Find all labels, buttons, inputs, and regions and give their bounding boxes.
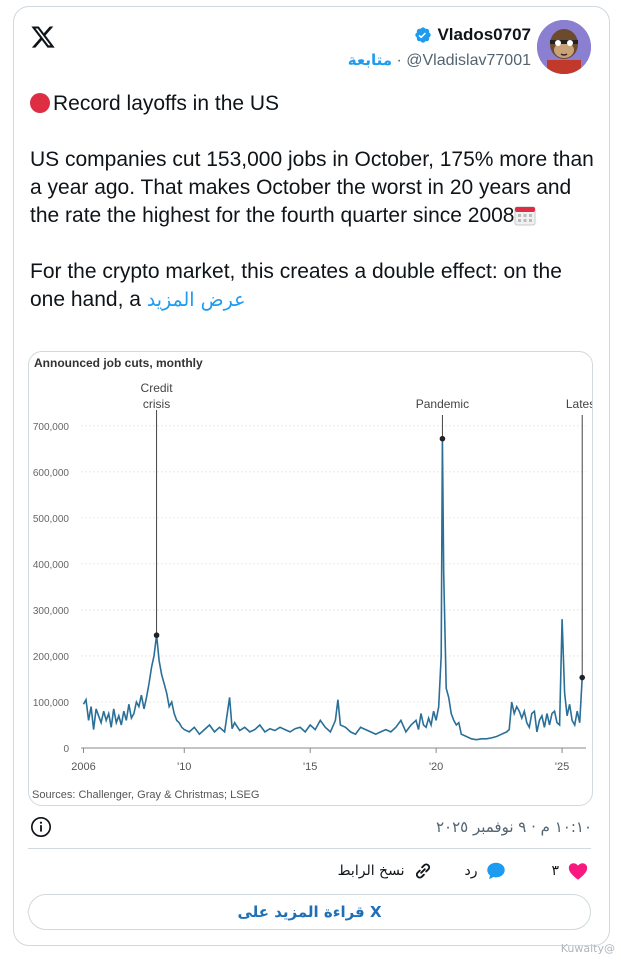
annotation-label: Pandemic	[416, 397, 469, 411]
tweet-paragraph-3-text: For the crypto market, this creates a do…	[30, 260, 562, 311]
x-tick-label: '15	[303, 761, 317, 773]
y-tick-label: 400,000	[33, 560, 70, 571]
y-tick-label: 0	[63, 744, 69, 755]
info-icon[interactable]	[30, 816, 52, 838]
verified-badge-icon	[415, 27, 432, 43]
like-button[interactable]: ٣	[551, 860, 589, 882]
divider	[28, 848, 591, 849]
heart-icon	[568, 863, 588, 880]
author-handle[interactable]: @Vladislav77001	[406, 52, 531, 69]
author-display-name: Vlados0707	[437, 25, 531, 44]
like-count: ٣	[551, 863, 559, 879]
avatar[interactable]	[537, 20, 591, 74]
tweet-text: Record layoffs in the US US companies cu…	[30, 90, 595, 342]
separator: ·	[396, 52, 402, 69]
x-logo-icon[interactable]	[30, 24, 56, 50]
y-tick-label: 700,000	[33, 422, 70, 433]
x-tick-label: '20	[429, 761, 443, 773]
action-bar: ٣ رد نسخ الرابط	[338, 860, 589, 882]
annotation-point	[579, 674, 586, 681]
y-tick-label: 200,000	[33, 652, 70, 663]
read-more-on-x-button[interactable]: قراءة المزيد على X	[28, 894, 591, 930]
tweet-headline: Record layoffs in the US	[53, 92, 280, 115]
author-handle-row: متابعة · @Vladislav77001	[348, 51, 531, 70]
annotation-point	[153, 632, 160, 639]
annotation-label: Credit	[141, 381, 174, 395]
tweet-line-1: Record layoffs in the US	[30, 90, 595, 118]
tweet-meta: ١٠:١٠ م · ٩ نوفمبر ٢٠٢٥	[30, 816, 592, 838]
y-tick-label: 500,000	[33, 514, 70, 525]
copy-link-label: نسخ الرابط	[337, 863, 405, 879]
reply-label: رد	[464, 863, 478, 879]
link-icon	[416, 863, 431, 879]
red-circle-icon	[30, 93, 50, 113]
chart-title: Announced job cuts, monthly	[34, 356, 203, 370]
annotation-label: crisis	[143, 397, 170, 411]
x-tick-label: '10	[177, 761, 191, 773]
job-cuts-chart: Announced job cuts, monthly Sources: Cha…	[32, 356, 592, 801]
author-name-row[interactable]: Vlados0707	[414, 25, 531, 45]
copy-link-button[interactable]: نسخ الرابط	[338, 860, 435, 882]
tweet-paragraph-3: For the crypto market, this creates a do…	[30, 258, 595, 314]
annotation-point	[439, 435, 446, 442]
calendar-icon	[514, 206, 536, 226]
reply-button[interactable]: رد	[464, 860, 507, 882]
follow-button[interactable]: متابعة	[347, 51, 392, 69]
y-tick-label: 300,000	[33, 606, 70, 617]
tweet-paragraph-2-text: US companies cut 153,000 jobs in October…	[30, 148, 594, 227]
y-tick-label: 100,000	[33, 698, 70, 709]
reply-bubble-icon	[487, 862, 506, 880]
chart-source: Sources: Challenger, Gray & Christmas; L…	[32, 789, 259, 801]
x-tick-label: 2006	[71, 761, 95, 773]
series-line	[82, 438, 583, 741]
ape-avatar-icon	[537, 20, 591, 74]
tweet-paragraph-2: US companies cut 153,000 jobs in October…	[30, 146, 595, 230]
show-more-link[interactable]: عرض المزيد	[146, 289, 246, 311]
y-tick-label: 600,000	[33, 468, 70, 479]
x-tick-label: '25	[555, 761, 569, 773]
annotation-label: Latest	[566, 397, 592, 411]
chart-image[interactable]: Announced job cuts, monthly Sources: Cha…	[28, 351, 593, 806]
timestamp[interactable]: ١٠:١٠ م · ٩ نوفمبر ٢٠٢٥	[435, 818, 592, 836]
watermark: Kuwaity@	[560, 942, 615, 955]
